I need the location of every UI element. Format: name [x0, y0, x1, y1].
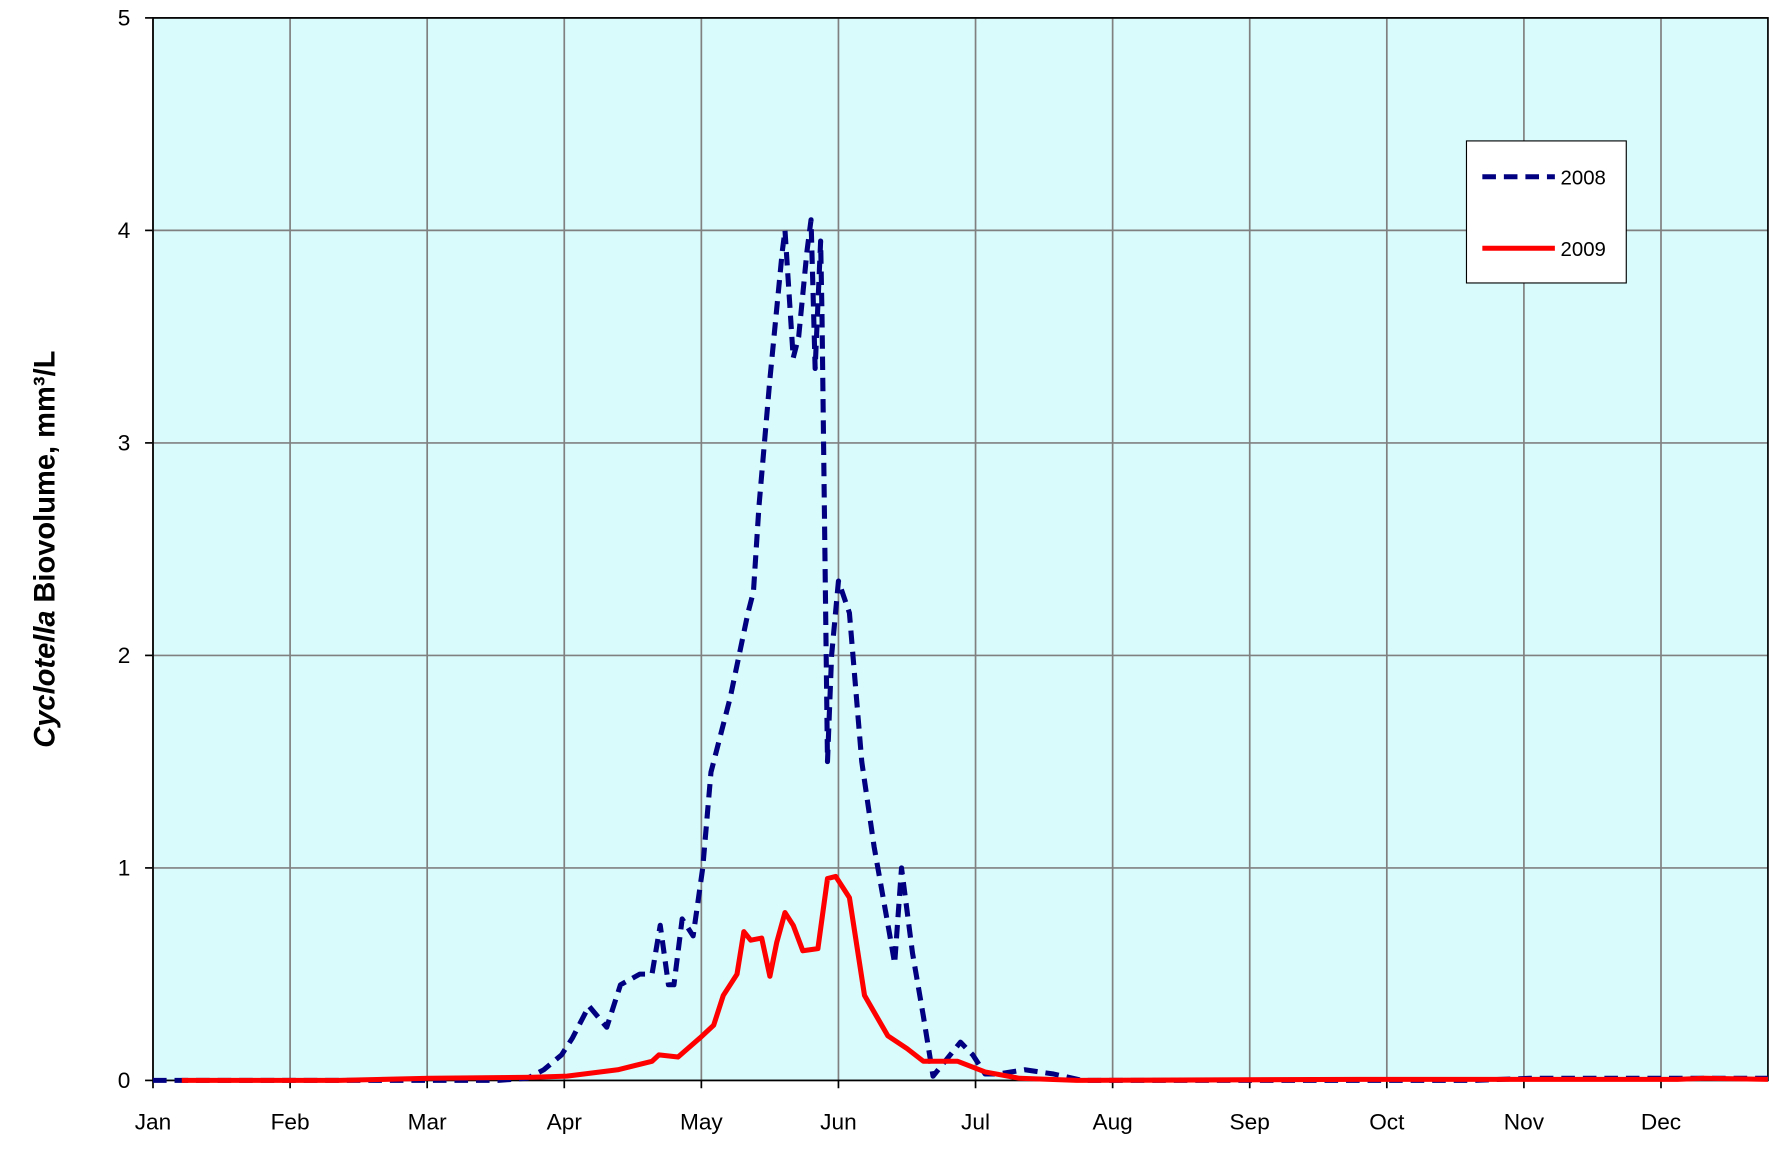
x-tick-label: Jan: [135, 1110, 172, 1135]
y-tick-label: 3: [118, 431, 131, 456]
x-tick-label: Dec: [1641, 1110, 1681, 1135]
x-tick-label: Aug: [1092, 1110, 1132, 1135]
x-tick-label: Nov: [1504, 1110, 1545, 1135]
x-tick-label: Sep: [1230, 1110, 1270, 1135]
y-tick-label: 1: [118, 856, 131, 881]
legend-label: 2009: [1561, 239, 1606, 261]
y-axis-label-rest: Biovolume, mm³/L: [29, 351, 61, 603]
legend-box: [1465, 140, 1627, 284]
y-axis-label-italic: Cyclotella: [29, 610, 61, 747]
x-tick-label: Mar: [408, 1110, 448, 1135]
x-tick-label: May: [680, 1110, 724, 1135]
x-tick-label: Jun: [820, 1110, 857, 1135]
x-tick-label: Feb: [271, 1110, 310, 1135]
y-tick-label: 5: [118, 6, 131, 31]
x-tick-label: Jul: [961, 1110, 990, 1135]
x-tick-label: Oct: [1369, 1110, 1405, 1135]
x-tick-label: Apr: [547, 1110, 583, 1135]
y-axis-label: Cyclotella Biovolume, mm³/L: [29, 351, 61, 748]
series-line: [152, 217, 1768, 1083]
plot-border: [152, 17, 1769, 1082]
y-tick-label: 4: [118, 218, 131, 243]
series-line: [181, 873, 1768, 1083]
y-tick-label: 0: [118, 1068, 131, 1093]
y-tick-label: 2: [118, 643, 131, 668]
legend-label: 2008: [1561, 168, 1606, 190]
